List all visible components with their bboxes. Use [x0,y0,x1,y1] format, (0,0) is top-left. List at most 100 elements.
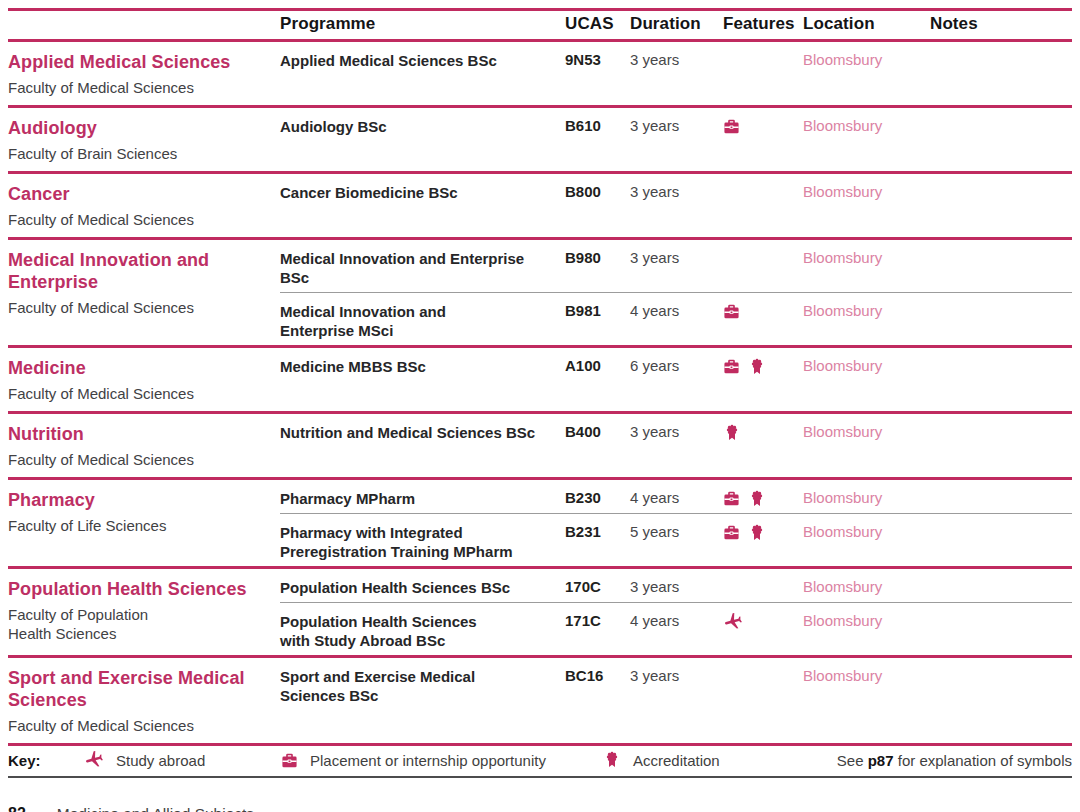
duration: 3 years [630,667,723,705]
features-cell [723,249,803,287]
notes [930,249,1072,287]
duration: 3 years [630,423,723,442]
location: Bloomsbury [803,302,930,340]
notes [930,183,1072,202]
header-cell-notes: Notes [930,14,1072,39]
ucas-code: 171C [565,612,630,650]
subject-title: Applied Medical Sciences [8,51,268,73]
subject-title: Sport and Exercise Medical Sciences [8,667,268,711]
ucas-code: B610 [565,117,630,136]
key-note: See p87 for explanation of symbols [837,752,1072,769]
location: Bloomsbury [803,667,930,705]
table-row: CancerFaculty of Medical SciencesCancer … [8,171,1072,237]
programme-name: Population Health Sciences with Study Ab… [280,612,565,650]
location: Bloomsbury [803,357,930,376]
programme-row: Medical Innovation and Enterprise MSciB9… [280,292,1072,345]
duration: 3 years [630,117,723,136]
programme-name: Applied Medical Sciences BSc [280,51,565,70]
placement-briefcase-icon [281,752,298,769]
programme-row: Applied Medical Sciences BSc9N533 yearsB… [280,42,1072,75]
faculty-label: Faculty of Medical Sciences [8,384,268,403]
table-row: NutritionFaculty of Medical SciencesNutr… [8,411,1072,477]
subject-cell: Applied Medical Sciences Faculty of Medic… [8,42,280,105]
subject-cell: CancerFaculty of Medical Sciences [8,174,280,237]
features-cell [723,183,803,202]
notes [930,578,1072,597]
key-items: Study abroad Placement or internship oppo… [84,751,720,769]
features-cell [723,578,803,597]
features-cell [723,523,803,561]
subject-cell: Nutrition Faculty of Medical Sciences [8,414,280,477]
programme-row: Sport and Exercise Medical Sciences BSc B… [280,658,1072,710]
features-cell [723,489,803,508]
faculty-label: Faculty of Medical Sciences [8,298,268,317]
features-cell [723,357,803,376]
location: Bloomsbury [803,578,930,597]
key-icon-wrap [603,751,621,769]
features-cell [723,51,803,70]
notes [930,423,1072,442]
features-cell [723,302,803,340]
faculty-label: Faculty of Medical Sciences [8,210,268,229]
faculty-label: Faculty of Medical Sciences [8,450,268,469]
key-item: Placement or internship opportunity [281,752,603,769]
subject-title: Medicine [8,357,268,379]
table-row: Applied Medical Sciences Faculty of Medic… [8,39,1072,105]
accreditation-rosette-icon [748,357,766,376]
programme-rows: Medicine MBBS BScA1006 yearsBloomsbury [280,348,1072,411]
location: Bloomsbury [803,249,930,287]
programme-name: Audiology BSc [280,117,565,136]
notes [930,302,1072,340]
placement-briefcase-icon [723,118,740,135]
key-label: Key: [8,752,84,769]
ucas-code: B980 [565,249,630,287]
programme-name: Pharmacy with Integrated Preregistration… [280,523,565,561]
faculty-label: Faculty of Population Health Sciences [8,605,268,643]
notes [930,523,1072,561]
key-item: Study abroad [84,751,281,769]
ucas-code: B230 [565,489,630,508]
key-item: Accreditation [603,751,720,769]
duration: 6 years [630,357,723,376]
subject-cell: PharmacyFaculty of Life Sciences [8,480,280,566]
faculty-label: Faculty of Medical Sciences [8,716,268,735]
programme-name: Population Health Sciences BSc [280,578,565,597]
key-item-label: Study abroad [116,752,205,769]
programme-rows: Population Health Sciences BSc170C3 year… [280,569,1072,655]
header-cell-ucas: UCAS [565,14,630,39]
accreditation-rosette-icon [748,523,766,542]
subject-cell: Population Health SciencesFaculty of Pop… [8,569,280,655]
subject-cell: Sport and Exercise Medical Sciences Facul… [8,658,280,743]
section-title: Medicine and Allied Subjects [57,805,254,812]
accreditation-rosette-icon [748,489,766,508]
header-cell-programme: Programme [280,14,565,39]
key-icon-wrap [84,751,104,769]
subject-title: Pharmacy [8,489,268,511]
key-note-suffix: for explanation of symbols [894,752,1072,769]
features-cell [723,667,803,705]
notes [930,667,1072,705]
location: Bloomsbury [803,117,930,136]
subject-cell: AudiologyFaculty of Brain Sciences [8,108,280,171]
table-row: MedicineFaculty of Medical SciencesMedic… [8,345,1072,411]
duration: 3 years [630,578,723,597]
header-cell-duration: Duration [630,14,723,39]
programme-rows: Sport and Exercise Medical Sciences BSc B… [280,658,1072,743]
programme-name: Pharmacy MPharm [280,489,565,508]
duration: 3 years [630,51,723,70]
header-cell-location: Location [803,14,930,39]
programme-row: Medicine MBBS BScA1006 yearsBloomsbury [280,348,1072,381]
features-cell [723,612,803,650]
features-cell [723,117,803,136]
subject-title: Nutrition [8,423,268,445]
faculty-label: Faculty of Medical Sciences [8,78,268,97]
header-cell-features: Features [723,14,803,39]
table-header-row: ProgrammeUCASDurationFeaturesLocationNot… [8,11,1072,39]
programme-name: Sport and Exercise Medical Sciences BSc [280,667,565,705]
programme-row: Nutrition and Medical Sciences BScB4003 … [280,414,1072,447]
location: Bloomsbury [803,51,930,70]
duration: 3 years [630,183,723,202]
table-body: Applied Medical Sciences Faculty of Medic… [8,39,1072,743]
placement-briefcase-icon [723,490,740,507]
key-icon-wrap [281,752,298,769]
